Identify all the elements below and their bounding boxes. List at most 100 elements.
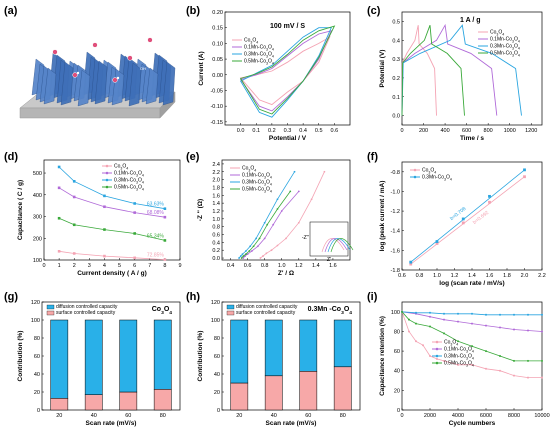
rate-point: [72, 252, 76, 255]
annotation: 0.3Mn -Co3O4: [308, 306, 353, 316]
cycle-line: [401, 311, 542, 362]
rate-point: [57, 186, 61, 190]
legend-marker: [105, 164, 109, 168]
panel-label-d: (d): [4, 151, 18, 163]
bar-segment: [84, 319, 103, 395]
cycle-point: [499, 313, 501, 316]
eis-point: [244, 253, 247, 256]
x-axis-label: Potential / V: [269, 135, 307, 142]
panel-label-h: (h): [186, 291, 200, 303]
x-tick-label: 600: [462, 128, 471, 134]
eis-point: [246, 253, 249, 256]
x-tick-label: 6000: [480, 413, 492, 419]
x-tick-label: 0.8: [261, 263, 269, 269]
y-tick-label: 0.1: [392, 95, 400, 101]
y-tick-label: 100: [33, 258, 42, 264]
y-tick-label: 40: [214, 372, 220, 378]
y-tick-label: 0.8: [212, 225, 220, 231]
ion-molecule: [52, 49, 58, 55]
y-tick-label: 0.4: [212, 240, 220, 246]
x-tick-label: 0: [42, 263, 45, 269]
x-tick-label: 10000: [534, 413, 549, 419]
nanosheet: [77, 69, 91, 107]
fit-line: [410, 176, 525, 265]
annotation: 100 mV / S: [270, 23, 305, 30]
legend-label: 0.1Mn-Co3O4: [244, 45, 274, 52]
inset-x-label: Z': [327, 257, 331, 263]
annotation: 1 A / g: [460, 17, 480, 24]
inset-curve: [321, 238, 345, 253]
retention-label: 72.85%: [147, 253, 165, 259]
x-tick-label: 9: [178, 263, 181, 269]
panel-label-a: (a): [4, 5, 18, 17]
bar-segment: [50, 398, 69, 411]
nanosheet: [43, 67, 57, 105]
oh-label: OH: [108, 36, 114, 41]
bar-segment: [153, 389, 172, 411]
eis-point: [293, 170, 296, 173]
y-tick-label: 0: [37, 408, 40, 414]
panel-label-e: (e): [186, 151, 200, 163]
cycle-point: [513, 374, 515, 377]
annotation: Co3O4: [152, 306, 173, 316]
cycle-point: [485, 324, 487, 327]
rate-point: [57, 165, 61, 169]
cycle-point: [513, 328, 515, 331]
ion-molecule: [127, 55, 133, 61]
ion-molecule-h: [116, 76, 120, 80]
ion-molecule-h: [131, 54, 135, 58]
plot-frame: [43, 159, 181, 261]
y-tick-label: 2.4: [212, 162, 220, 168]
y-axis-label: Contribution (%): [17, 331, 24, 382]
x-tick-label: 1.4: [468, 273, 476, 279]
inset-curve: [330, 238, 354, 253]
cycle-point: [541, 376, 543, 379]
cycle-point: [457, 312, 459, 315]
legend-label: 0.3Mn-Co3O4: [114, 178, 144, 185]
cv-curve: [239, 30, 333, 112]
bar-segment: [299, 371, 318, 411]
eis-point: [285, 237, 287, 240]
bar-segment: [264, 319, 283, 377]
legend-swatch: [46, 310, 55, 316]
cycle-point: [429, 325, 431, 328]
x-axis-label: Scan rate (mV/s): [266, 420, 317, 427]
cv-curve: [239, 25, 336, 115]
bar-segment: [84, 394, 103, 411]
log-point: [461, 221, 465, 225]
legend-label: 0.5Mn-Co3O4: [444, 361, 474, 368]
y-tick-label: 0: [397, 408, 400, 414]
legend-label: Co3O4: [444, 340, 458, 347]
eis-point: [263, 221, 266, 224]
x-tick-label: 6: [133, 263, 136, 269]
rate-point: [133, 232, 136, 235]
cycle-point: [485, 350, 487, 353]
log-point: [523, 175, 526, 179]
y-tick-label: 20: [394, 388, 400, 394]
oh-label: OH: [62, 40, 68, 45]
x-tick-label: 0.2: [268, 128, 276, 134]
y-tick-label: 0.4: [392, 38, 400, 44]
eis-point: [276, 208, 279, 210]
rate-point: [133, 202, 136, 205]
cycle-point: [527, 313, 529, 316]
y-tick-label: 80: [394, 329, 400, 335]
x-tick-label: 40: [271, 413, 277, 419]
y-tick-label: 60: [394, 349, 400, 355]
cycle-point: [541, 359, 543, 362]
cycle-point: [408, 330, 410, 333]
eis-point: [244, 250, 247, 252]
legend-label: 0.5Mn-Co3O4: [490, 51, 520, 58]
y-tick-label: 0.15: [212, 26, 223, 32]
panel-label-f: (f): [367, 151, 378, 163]
eis-point: [249, 245, 252, 248]
ion-molecule-h: [151, 36, 155, 40]
eis-point: [259, 257, 262, 259]
retention-label: 68.08%: [147, 210, 165, 216]
gcd-curve: [401, 23, 498, 116]
bar-segment: [230, 382, 249, 411]
panel-f-log-chart: 0.6 0.8 1.0 1.2 1.4 1.6 1.8 2.0 2.2 -0.8 -1.0 -1.2 -…: [379, 161, 546, 287]
y-tick-label: 20: [214, 390, 220, 396]
y-tick-label: -1.2: [391, 209, 400, 215]
log-point: [461, 217, 465, 221]
